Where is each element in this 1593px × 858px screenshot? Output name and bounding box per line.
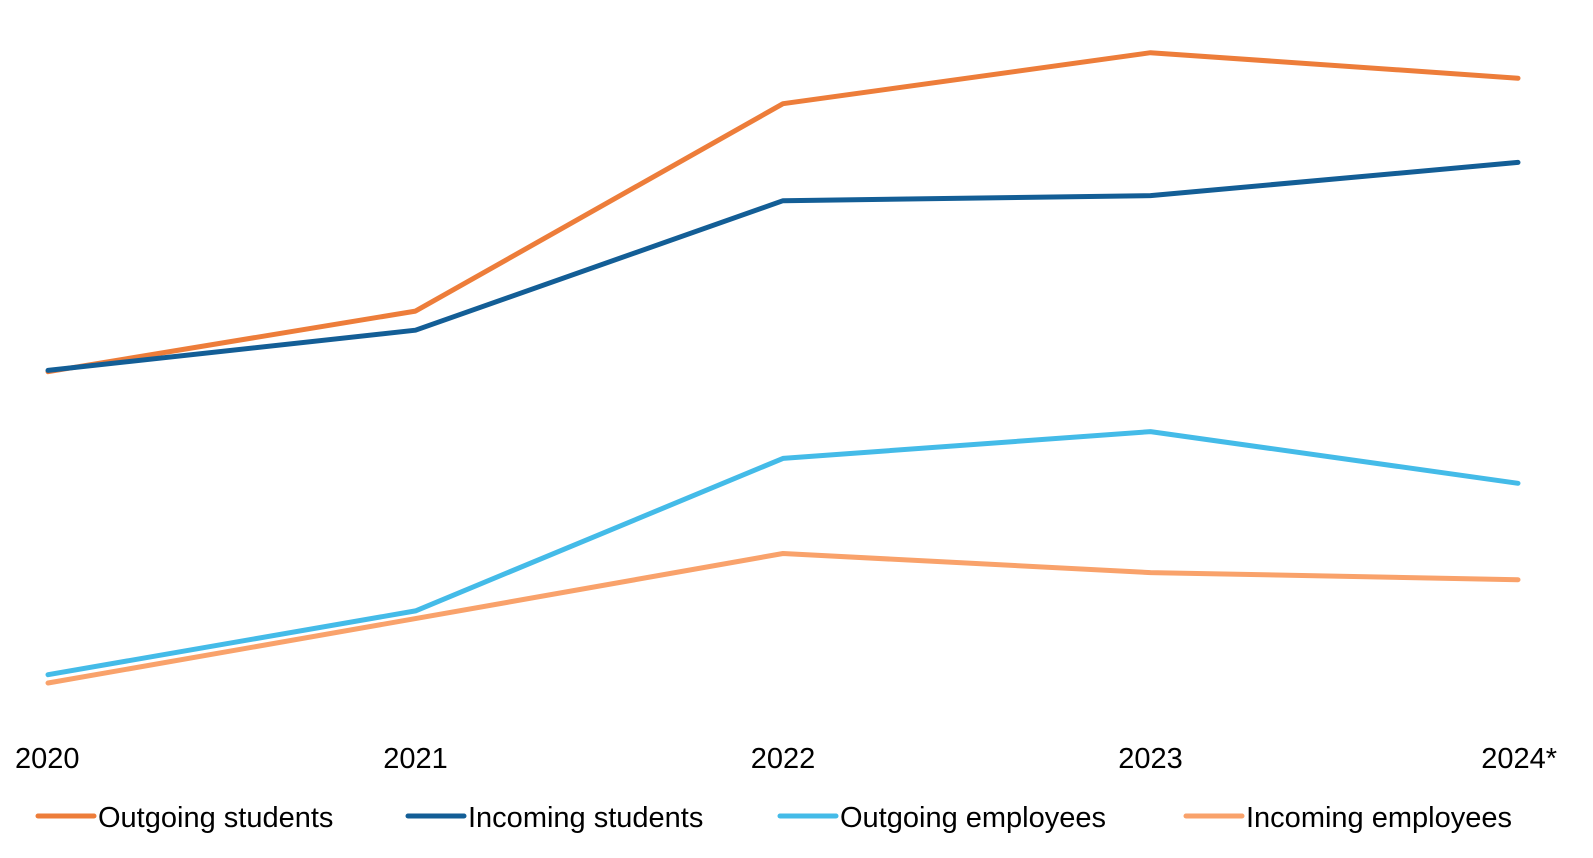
legend-item-incoming-employees: Incoming employees [1183,802,1512,834]
series-layer [45,50,1521,686]
x-tick-label: 2023 [1118,743,1183,775]
legend-label: Outgoing students [98,802,333,834]
x-tick-label: 2021 [383,743,448,775]
legend-item-incoming-students: Incoming students [405,802,703,834]
x-tick-label: 2022 [751,743,816,775]
series-line-outgoing-employees [45,429,1521,678]
legend-item-outgoing-students: Outgoing students [35,802,333,834]
series-line-incoming-students [45,159,1521,373]
x-tick-label: 2024* [1481,743,1557,775]
series-line-incoming-employees [45,551,1521,686]
legend: Outgoing students Incoming students Outgoi… [35,802,1512,834]
x-axis-tick-labels: 2020 2021 2022 2023 2024* [15,743,1557,775]
x-tick-label: 2020 [15,743,80,775]
legend-label: Incoming employees [1246,802,1512,834]
series-line-outgoing-students [45,50,1521,375]
legend-label: Outgoing employees [840,802,1106,834]
legend-label: Incoming students [468,802,703,834]
legend-item-outgoing-employees: Outgoing employees [777,802,1106,834]
